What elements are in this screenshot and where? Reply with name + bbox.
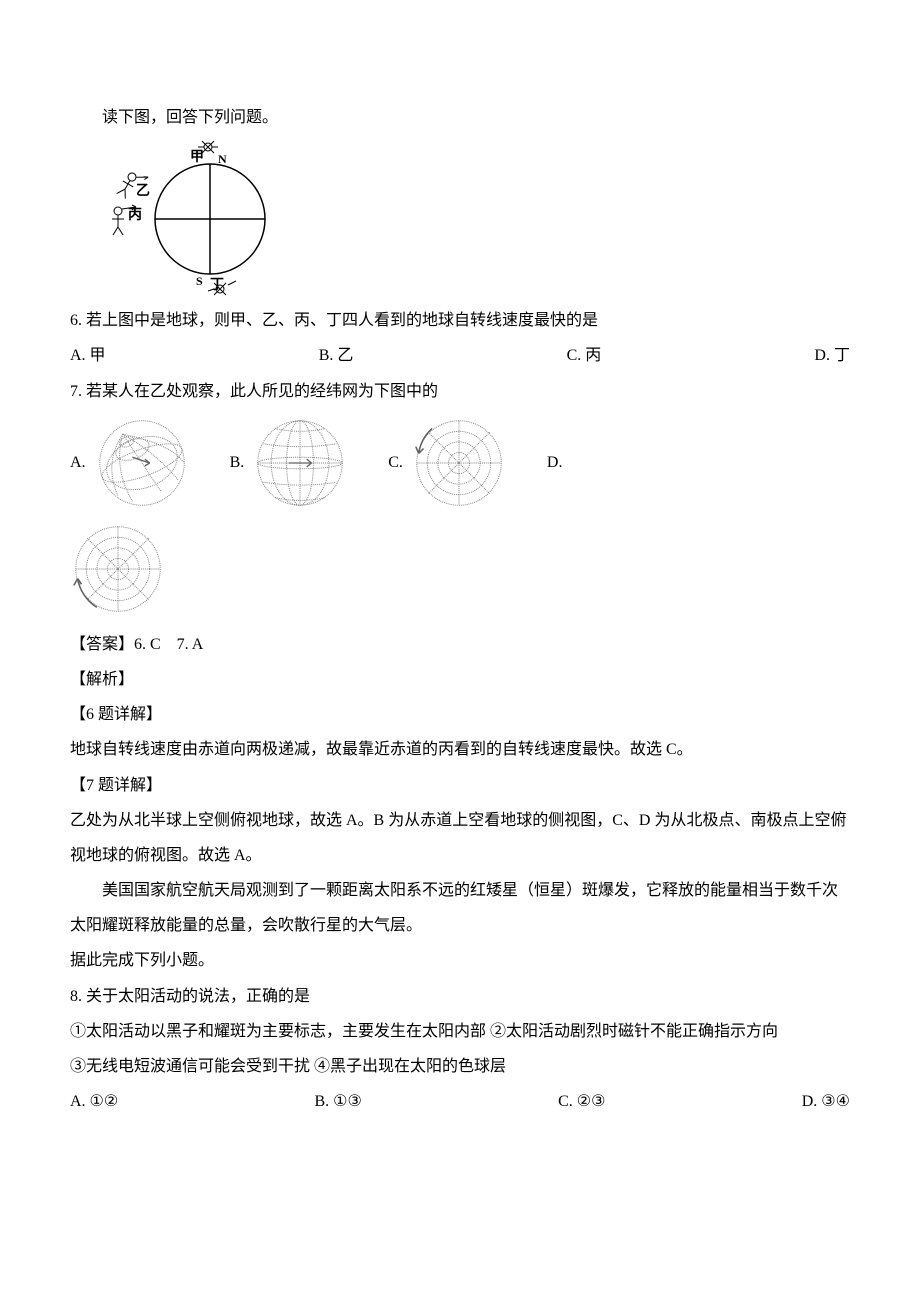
q6-options: A. 甲 B. 乙 C. 丙 D. 丁	[70, 338, 850, 373]
answer-line: 【答案】6. C 7. A	[70, 627, 850, 662]
q6-detail-label: 【6 题详解】	[70, 697, 850, 732]
passage1: 美国国家航空航天局观测到了一颗距离太阳系不远的红矮星（恒星）斑爆发，它释放的能量…	[70, 873, 850, 943]
q6-stem: 6. 若上图中是地球，则甲、乙、丙、丁四人看到的地球自转线速度最快的是	[70, 303, 850, 338]
svg-text:乙: 乙	[136, 183, 150, 199]
q7-opt-d: D.	[547, 445, 571, 480]
q7-stem: 7. 若某人在乙处观察，此人所见的经纬网为下图中的	[70, 374, 850, 409]
q8-options: A. ①② B. ①③ C. ②③ D. ③④	[70, 1084, 850, 1119]
globe-b-icon	[252, 415, 348, 511]
q7-opt-b-label: B.	[230, 445, 245, 480]
q7-opt-b: B.	[230, 415, 349, 511]
globe-d-block	[70, 521, 850, 617]
q7-opt-c: C.	[388, 415, 507, 511]
passage2: 据此完成下列小题。	[70, 943, 850, 978]
q8-line2: ③无线电短波通信可能会受到干扰 ④黑子出现在太阳的色球层	[70, 1049, 850, 1084]
q8-opt-b: B. ①③	[315, 1084, 362, 1119]
svg-text:甲: 甲	[190, 149, 204, 165]
q6-opt-a: A. 甲	[70, 338, 106, 373]
q8-stem: 8. 关于太阳活动的说法，正确的是	[70, 979, 850, 1014]
q6-opt-b: B. 乙	[319, 338, 354, 373]
q7-options-row: A. B.	[70, 415, 850, 511]
svg-text:丁: 丁	[210, 278, 224, 293]
svg-text:N: N	[218, 152, 227, 166]
q7-opt-a: A.	[70, 415, 190, 511]
svg-text:丙: 丙	[128, 207, 142, 223]
q6-opt-d: D. 丁	[814, 338, 850, 373]
q8-opt-a: A. ①②	[70, 1084, 118, 1119]
q7-detail-label: 【7 题详解】	[70, 768, 850, 803]
globe-d-icon	[70, 521, 166, 617]
globe-c-icon	[411, 415, 507, 511]
q8-opt-c: C. ②③	[558, 1084, 605, 1119]
q6-opt-c: C. 丙	[567, 338, 602, 373]
q7-opt-a-label: A.	[70, 445, 86, 480]
q8-line1: ①太阳活动以黑子和耀斑为主要标志，主要发生在太阳内部 ②太阳活动剧烈时磁针不能正…	[70, 1014, 850, 1049]
svg-text:S: S	[196, 274, 203, 288]
earth-observers-diagram: N S 甲 乙	[90, 139, 850, 299]
q7-detail: 乙处为从北半球上空侧俯视地球，故选 A。B 为从赤道上空看地球的侧视图，C、D …	[70, 803, 850, 873]
q8-opt-d: D. ③④	[802, 1084, 850, 1119]
globe-a-icon	[94, 415, 190, 511]
q6-detail: 地球自转线速度由赤道向两极递减，故最靠近赤道的丙看到的自转线速度最快。故选 C。	[70, 732, 850, 767]
intro-text: 读下图，回答下列问题。	[70, 100, 850, 135]
q7-opt-c-label: C.	[388, 445, 403, 480]
jiexi-label: 【解析】	[70, 662, 850, 697]
q7-opt-d-label: D.	[547, 445, 563, 480]
